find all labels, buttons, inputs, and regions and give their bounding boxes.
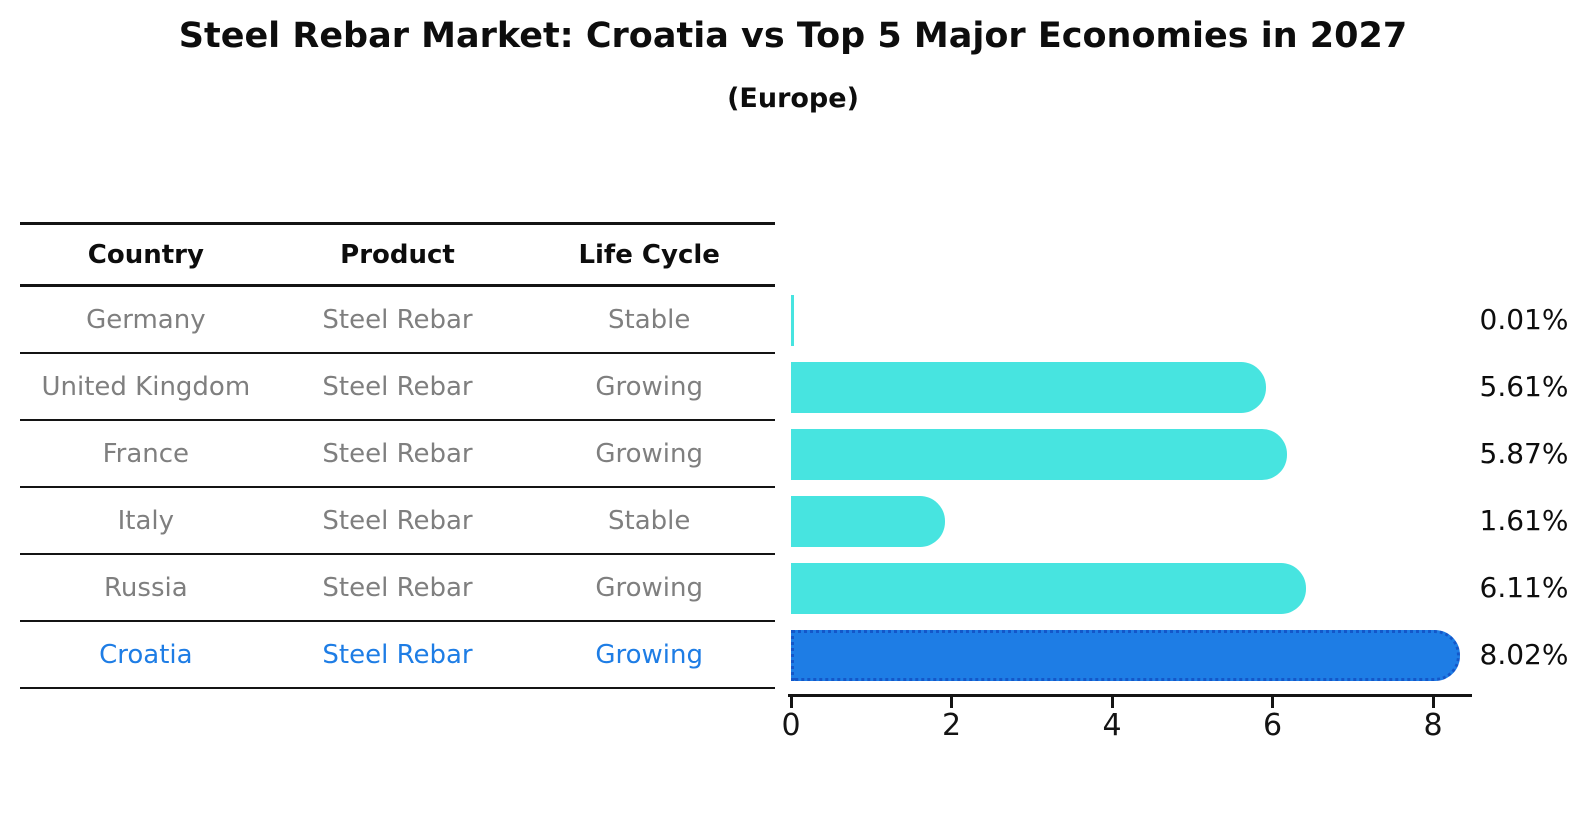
cell-life-cycle: Growing [595, 438, 703, 469]
x-axis-line [788, 694, 1472, 697]
table-row-italy: Italy Steel Rebar Stable [20, 488, 775, 555]
bar-croatia [791, 630, 1460, 681]
x-axis-tick [1110, 697, 1114, 708]
chart-subtitle: (Europe) [727, 83, 859, 114]
x-axis-tick [950, 697, 953, 708]
bar-germany [791, 295, 794, 346]
cell-product: Steel Rebar [322, 304, 473, 335]
column-header-life-cycle: Life Cycle [578, 239, 720, 270]
bar-italy [791, 496, 946, 547]
bar-russia [791, 563, 1307, 614]
bar-value-label-germany: 0.01% [1479, 302, 1569, 336]
bar-value-label-russia: 6.11% [1479, 570, 1569, 604]
cell-life-cycle: Growing [595, 572, 703, 603]
x-axis-tick [789, 697, 793, 708]
chart-title: Steel Rebar Market: Croatia vs Top 5 Maj… [178, 16, 1408, 56]
cell-life-cycle: Stable [608, 505, 691, 536]
cell-country: Russia [104, 572, 188, 603]
cell-life-cycle: Growing [595, 639, 703, 670]
table-row-germany: Germany Steel Rebar Stable [20, 287, 775, 354]
x-axis-tick-label: 8 [1423, 708, 1443, 743]
x-axis-tick [1431, 697, 1435, 708]
cell-country: France [102, 438, 190, 469]
cell-life-cycle: Stable [608, 304, 691, 335]
cell-life-cycle: Growing [595, 371, 703, 402]
bar-value-label-italy: 1.61% [1479, 503, 1569, 537]
x-axis-tick-label: 6 [1262, 708, 1283, 743]
cell-country: Croatia [99, 639, 193, 670]
table-row-croatia: Croatia Steel Rebar Growing [20, 622, 775, 689]
bar-value-label-united-kingdom: 5.61% [1479, 369, 1569, 403]
x-axis-tick-label: 4 [1102, 708, 1122, 743]
bar-value-label-croatia: 8.02% [1479, 637, 1569, 671]
table-row-united-kingdom: United Kingdom Steel Rebar Growing [20, 354, 775, 421]
cell-product: Steel Rebar [322, 371, 473, 402]
table-row-france: France Steel Rebar Growing [20, 421, 775, 488]
cell-country: Italy [117, 505, 175, 536]
cell-country: Germany [86, 304, 206, 335]
bar-united-kingdom [791, 362, 1267, 413]
cell-product: Steel Rebar [322, 438, 473, 469]
cell-country: United Kingdom [41, 371, 251, 402]
table-row-russia: Russia Steel Rebar Growing [20, 555, 775, 622]
x-axis-tick [1271, 697, 1274, 708]
cell-product: Steel Rebar [322, 639, 473, 670]
bar-france [791, 429, 1288, 480]
column-header-country: Country [87, 239, 204, 270]
table-header-row: Country Product Life Cycle [20, 222, 775, 287]
cell-product: Steel Rebar [322, 505, 473, 536]
data-table: Country Product Life Cycle Germany Steel… [20, 222, 775, 689]
column-header-product: Product [340, 239, 455, 270]
bar-value-label-france: 5.87% [1479, 436, 1569, 470]
x-axis-tick-label: 0 [781, 708, 801, 743]
cell-product: Steel Rebar [322, 572, 473, 603]
x-axis-tick-label: 2 [941, 708, 962, 743]
